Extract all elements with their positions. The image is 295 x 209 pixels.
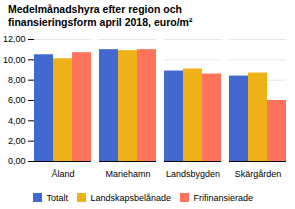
svg-text:10,00: 10,00: [3, 55, 26, 65]
svg-text:Åland: Åland: [51, 169, 74, 179]
svg-text:4,00: 4,00: [8, 116, 26, 126]
html-text:Landskapsbelånade: Landskapsbelånade: [90, 192, 171, 203]
html-text:Totalt: Totalt: [46, 192, 68, 203]
html-text:Frifinansierade: Frifinansierade: [193, 192, 254, 203]
html-text:Medelmånadshyra efter region o: Medelmånadshyra efter region och finansi…: [8, 3, 193, 28]
svg-text:8,00: 8,00: [8, 75, 26, 85]
svg-text:Landsbygden: Landsbygden: [166, 169, 220, 179]
svg-text:6,00: 6,00: [8, 95, 26, 105]
svg-text:Mariehamn: Mariehamn: [105, 169, 150, 179]
svg-text:2,00: 2,00: [8, 136, 26, 146]
svg-text:Skärgården: Skärgården: [235, 169, 282, 179]
svg-text:12,00: 12,00: [3, 34, 26, 44]
svg-text:0,00: 0,00: [8, 156, 26, 166]
